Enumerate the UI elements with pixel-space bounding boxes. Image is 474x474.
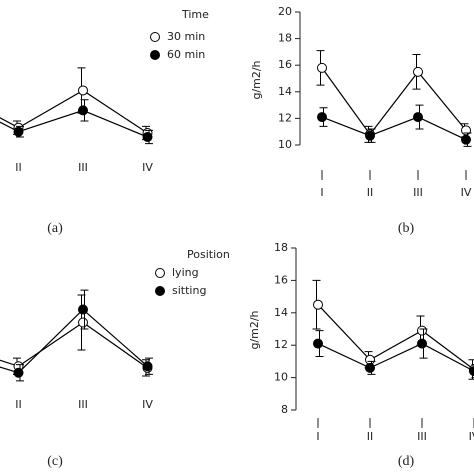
x-tick-label: II [15, 161, 22, 174]
legend-title: Position [187, 248, 230, 261]
caption: (c) [47, 454, 63, 469]
legend-marker [150, 50, 160, 60]
point [365, 362, 375, 373]
caption: (d) [398, 454, 415, 469]
y-tick-label: 10 [278, 138, 292, 151]
y-tick-label: 12 [278, 111, 292, 124]
y-tick-label: 10 [274, 371, 288, 384]
x-tick-label: I [320, 186, 323, 199]
y-tick-label: 14 [274, 306, 288, 319]
series-line [0, 89, 148, 134]
point [78, 85, 88, 96]
y-tick-label: 16 [274, 273, 288, 286]
point [461, 134, 471, 145]
x-tick-label: I [316, 430, 319, 443]
y-tick-label: 20 [278, 5, 292, 18]
point [13, 367, 24, 378]
error-bar [471, 364, 474, 379]
caption: (b) [398, 221, 415, 236]
x-tick-label: III [78, 161, 88, 174]
legend-label: 60 min [167, 48, 205, 61]
point [317, 112, 327, 123]
legend-label: 30 min [167, 30, 205, 43]
point [365, 130, 375, 141]
series-line [317, 342, 474, 372]
x-tick-label: III [78, 398, 88, 411]
y-tick-label: 18 [278, 32, 292, 45]
y-tick-label: 18 [274, 241, 288, 254]
series-line [0, 321, 148, 369]
x-tick-label: IV [461, 186, 472, 199]
y-axis-label: g/m2/h [248, 310, 261, 349]
y-tick-label: 14 [278, 85, 292, 98]
point [313, 338, 323, 349]
legend-title: Time [181, 8, 209, 21]
series-line [321, 116, 467, 141]
y-tick-label: 12 [274, 338, 288, 351]
point [142, 361, 153, 372]
point [78, 304, 88, 315]
point [413, 66, 423, 77]
x-tick-label: II [367, 430, 374, 443]
y-tick-label: 16 [278, 58, 292, 71]
point [417, 338, 427, 349]
point [317, 62, 327, 73]
series-line [0, 109, 148, 138]
legend-marker [155, 286, 165, 296]
series-line [321, 67, 467, 136]
legend-label: lying [172, 266, 199, 279]
series-line [317, 304, 474, 370]
x-tick-label: II [367, 186, 374, 199]
x-tick-label: IV [469, 430, 474, 443]
point [469, 366, 474, 377]
caption: (a) [47, 221, 63, 236]
x-tick-label: III [417, 430, 427, 443]
legend-marker [150, 32, 160, 42]
legend-marker [155, 268, 165, 278]
legend-label: sitting [172, 284, 206, 297]
series-line [0, 308, 148, 374]
point [13, 126, 24, 137]
y-axis-label: g/m2/h [250, 60, 263, 99]
x-tick-label: IV [142, 161, 153, 174]
y-tick-label: 8 [281, 403, 288, 416]
x-tick-label: II [15, 398, 22, 411]
x-tick-label: IV [142, 398, 153, 411]
point [413, 112, 423, 123]
point [313, 299, 323, 310]
x-tick-label: III [413, 186, 423, 199]
point [417, 325, 427, 336]
point [78, 317, 88, 328]
point [78, 105, 88, 116]
point [142, 132, 153, 143]
